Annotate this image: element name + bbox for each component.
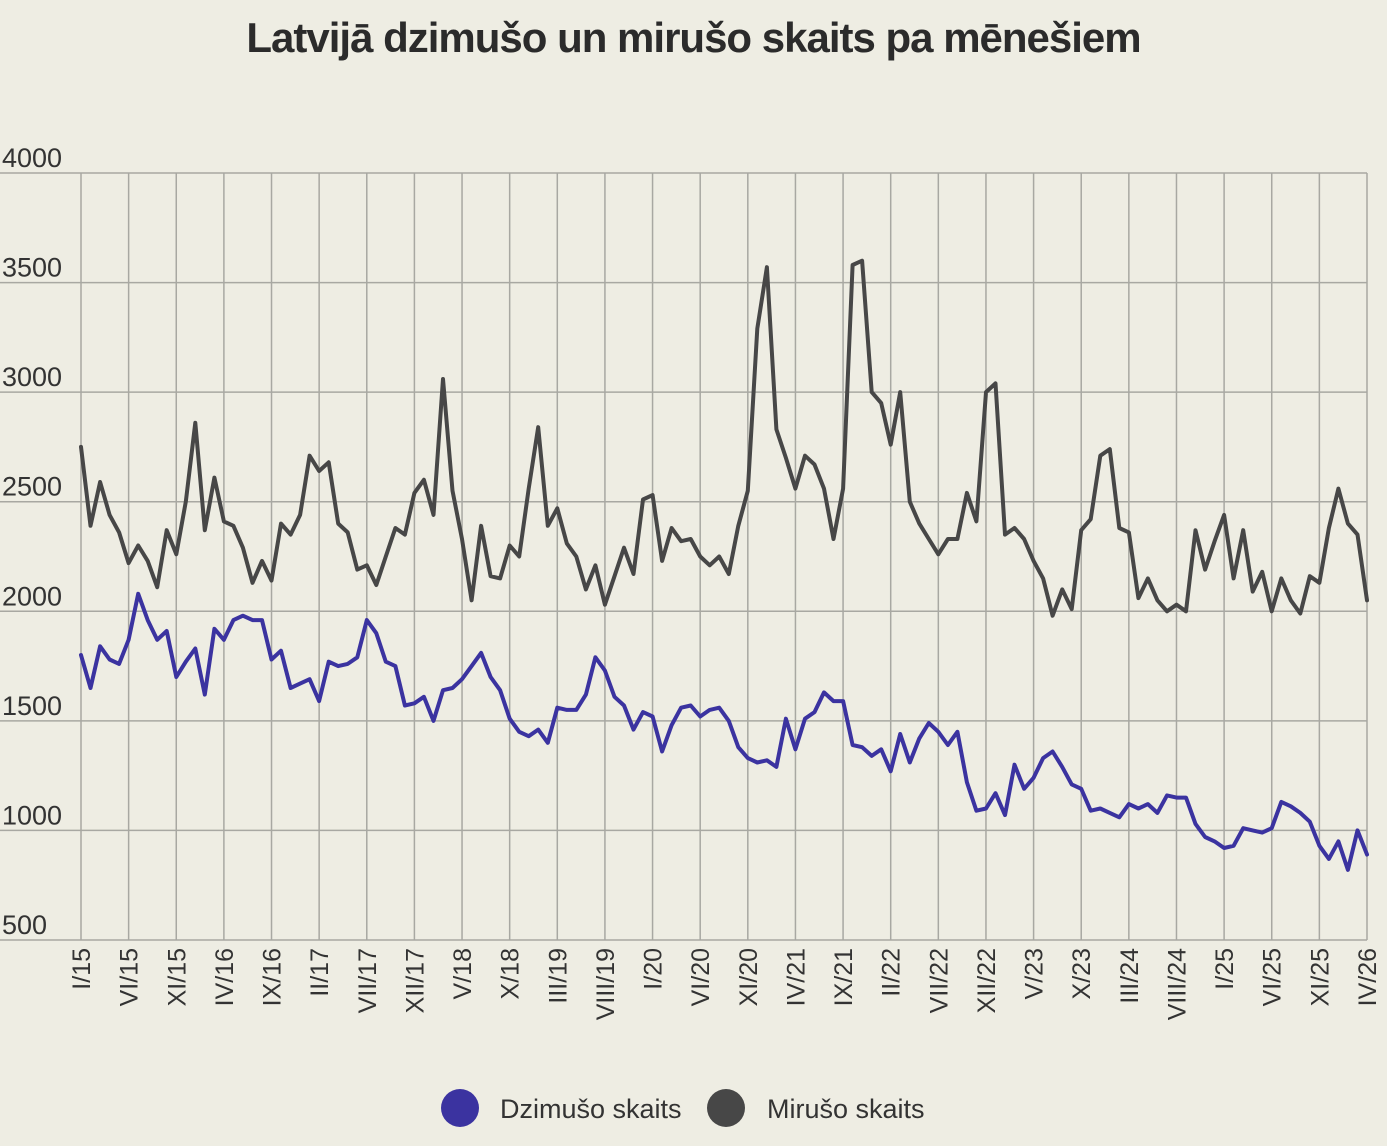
x-tick-label: IX/16: [259, 948, 287, 1006]
y-tick-label: 1500: [2, 691, 62, 721]
y-axis-labels: 500 1000 1500 2000 2500 3000 3500 4000: [2, 143, 62, 940]
y-tick-label: 2000: [2, 581, 62, 611]
series-line-1: [79, 258, 1369, 618]
x-tick-label: V/23: [1021, 948, 1049, 999]
x-tick-label: X/23: [1068, 948, 1096, 999]
legend-marker-0: [441, 1089, 479, 1127]
x-tick-label: V/18: [449, 948, 477, 999]
x-tick-label: IV/16: [211, 948, 239, 1006]
y-tick-label: 3000: [2, 362, 62, 392]
x-tick-label: VII/22: [925, 948, 953, 1013]
x-tick-label: VI/20: [687, 948, 715, 1006]
x-tick-label: XII/17: [401, 948, 429, 1013]
y-tick-label: 3500: [2, 253, 62, 283]
x-tick-label: XI/15: [163, 948, 191, 1006]
x-tick-label: IV/26: [1354, 948, 1382, 1006]
x-tick-label: II/22: [878, 948, 906, 997]
series-lines: [79, 258, 1369, 872]
y-tick-label: 4000: [2, 143, 62, 173]
x-tick-label: VIII/24: [1163, 948, 1191, 1020]
x-tick-label: XI/25: [1306, 948, 1334, 1006]
x-tick-label: VI/25: [1259, 948, 1287, 1006]
y-tick-label: 1000: [2, 800, 62, 830]
grid: [0, 172, 1368, 941]
x-tick-label: XI/20: [735, 948, 763, 1006]
y-tick-label: 2500: [2, 472, 62, 502]
x-tick-label: X/18: [497, 948, 525, 999]
legend: Dzimušo skaits Mirušo skaits: [441, 1089, 925, 1127]
x-tick-label: II/17: [306, 948, 334, 997]
x-axis-labels: I/15 VI/15 XI/15 IV/16 IX/16 II/17 VII/17 XII/1…: [68, 948, 1382, 1020]
x-tick-label: III/19: [544, 948, 572, 1004]
x-tick-label: I/25: [1211, 948, 1239, 990]
x-tick-label: I/20: [640, 948, 668, 990]
y-tick-label: 500: [2, 910, 47, 940]
x-tick-label: I/15: [68, 948, 96, 990]
legend-label-1: Mirušo skaits: [767, 1094, 925, 1124]
legend-marker-1: [707, 1089, 745, 1127]
chart-title: Latvijā dzimušo un mirušo skaits pa mēne…: [246, 14, 1141, 61]
x-tick-label: XII/22: [973, 948, 1001, 1013]
x-tick-label: IX/21: [830, 948, 858, 1006]
x-tick-label: IV/21: [782, 948, 810, 1006]
series-line-0: [79, 591, 1369, 872]
x-tick-label: III/24: [1116, 948, 1144, 1004]
x-tick-label: VIII/19: [592, 948, 620, 1020]
legend-label-0: Dzimušo skaits: [500, 1094, 682, 1124]
x-tick-label: VII/17: [354, 948, 382, 1013]
x-tick-label: VI/15: [116, 948, 144, 1006]
